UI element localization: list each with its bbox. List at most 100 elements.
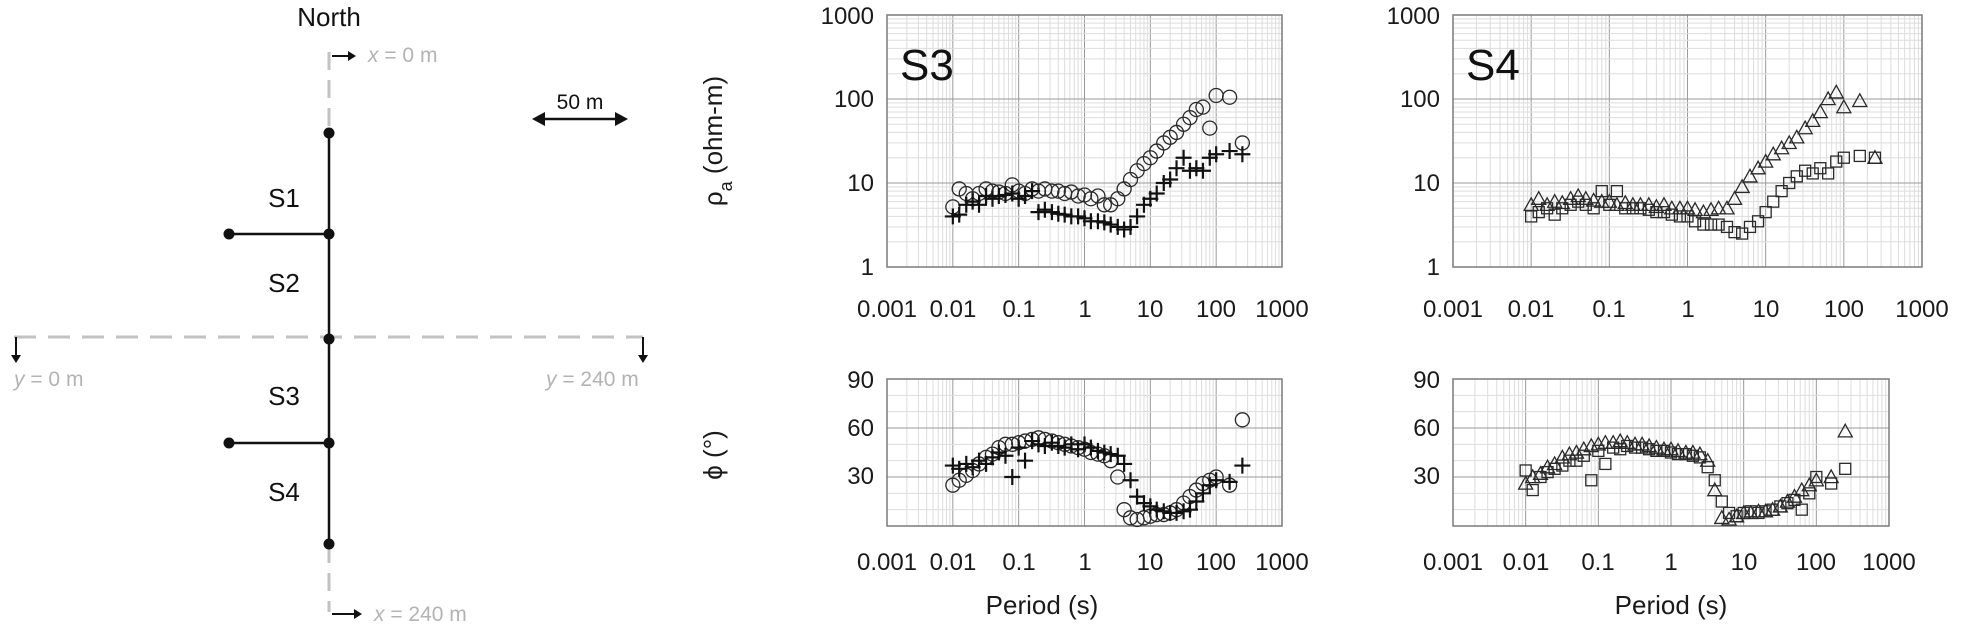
site-label-s3: S3 bbox=[268, 381, 300, 411]
y-tick-label: 1 bbox=[861, 254, 874, 281]
data-point-square bbox=[1839, 462, 1852, 475]
y-start-label: y = 0 m bbox=[12, 368, 83, 391]
data-point-square bbox=[1744, 505, 1757, 518]
y-start-arrow bbox=[11, 337, 21, 363]
data-point-triangle bbox=[1655, 196, 1673, 212]
data-point-triangle bbox=[1757, 153, 1774, 168]
x-tick-label: 10 bbox=[1137, 549, 1164, 576]
data-point-triangle bbox=[1530, 190, 1547, 205]
data-point-triangle bbox=[1691, 445, 1709, 461]
x-tick-label: 10 bbox=[1731, 549, 1758, 576]
data-point-circle bbox=[1096, 197, 1112, 213]
y-tick-label: 90 bbox=[847, 367, 874, 394]
y-end-label: y = 240 m bbox=[544, 368, 639, 391]
data-point-triangle bbox=[1679, 199, 1696, 215]
x-tick-label: 1 bbox=[1078, 296, 1091, 323]
data-point-square bbox=[1548, 208, 1561, 221]
data-point-square bbox=[1564, 198, 1577, 211]
data-point-triangle bbox=[1797, 119, 1814, 135]
data-point-triangle bbox=[1734, 178, 1751, 194]
y-tick-label: 1000 bbox=[821, 3, 874, 30]
data-point-square bbox=[1587, 202, 1600, 215]
panel-s4-phase-frame bbox=[1452, 378, 1890, 527]
data-point-square bbox=[1607, 441, 1620, 454]
data-point-triangle bbox=[1851, 92, 1868, 108]
data-point-plus bbox=[1129, 488, 1146, 505]
y-tick-label: 10 bbox=[1413, 170, 1440, 197]
data-point-triangle bbox=[1801, 476, 1818, 492]
site-label-s2: S2 bbox=[268, 268, 300, 298]
electrode-node bbox=[323, 333, 335, 345]
x-tick-label: 10 bbox=[1753, 296, 1780, 323]
data-point-square bbox=[1603, 198, 1616, 211]
data-point-square bbox=[1825, 477, 1838, 490]
x-tick-label: 0.01 bbox=[930, 296, 977, 323]
data-point-triangle bbox=[1812, 103, 1829, 119]
data-point-plus bbox=[1102, 446, 1119, 463]
data-point-triangle bbox=[1823, 468, 1840, 484]
data-point-plus bbox=[997, 447, 1014, 464]
y-tick-label: 1000 bbox=[1387, 3, 1440, 30]
x-tick-labels-s4-rho: 0.001 0.01 0.1 1 10 100 1000 bbox=[1423, 296, 1949, 323]
panel-s3-rho: S3 1 10 100 1000 0.001 0.01 0.1 1 10 100… bbox=[698, 3, 1309, 323]
data-point-triangle bbox=[1781, 134, 1798, 150]
panel-s3-phase-frame bbox=[886, 378, 1283, 527]
data-point-plus bbox=[971, 196, 988, 213]
data-point-triangle bbox=[1570, 187, 1587, 203]
data-point-square bbox=[1673, 210, 1687, 223]
x-tick-labels-s3-rho: 0.001 0.01 0.1 1 10 100 1000 bbox=[857, 296, 1309, 323]
data-point-plus bbox=[1010, 439, 1027, 456]
data-point-triangle bbox=[1808, 471, 1825, 487]
data-point-plus bbox=[1208, 472, 1225, 489]
data-point-square bbox=[1821, 167, 1835, 180]
panel-s3-rho-grid bbox=[887, 15, 1282, 267]
x-tick-label: 1 bbox=[1078, 549, 1091, 576]
data-point-triangle bbox=[1575, 440, 1592, 456]
data-point-square bbox=[1774, 500, 1787, 513]
x-start-arrow bbox=[332, 51, 356, 61]
data-point-triangle bbox=[1561, 445, 1578, 461]
x-tick-label: 1000 bbox=[1862, 549, 1915, 576]
data-point-square bbox=[1650, 444, 1663, 458]
data-point-square bbox=[1650, 205, 1663, 219]
data-point-triangle bbox=[1713, 509, 1730, 525]
panel-s3-phase-grid bbox=[887, 379, 1282, 526]
data-point-square bbox=[1621, 439, 1634, 453]
data-point-square bbox=[1556, 202, 1569, 215]
data-point-circle bbox=[1110, 469, 1126, 485]
data-point-triangle bbox=[1828, 84, 1845, 99]
panel-s4-phase: 30 60 90 0.001 0.01 0.1 1 10 100 1000 Pe… bbox=[1413, 367, 1915, 620]
data-point-square bbox=[1722, 506, 1736, 520]
data-point-square bbox=[1752, 506, 1765, 520]
data-point-square bbox=[1810, 470, 1823, 484]
electrode-node bbox=[323, 127, 335, 139]
data-point-square bbox=[1614, 443, 1627, 456]
data-point-plus bbox=[1148, 501, 1165, 518]
data-point-plus bbox=[1181, 501, 1198, 518]
x-tick-label: 100 bbox=[1796, 549, 1836, 576]
panel-s3-phase-points bbox=[944, 412, 1251, 528]
panel-s3-rho-points bbox=[944, 87, 1251, 238]
data-point-square bbox=[1585, 474, 1598, 487]
data-point-square bbox=[1799, 164, 1812, 177]
data-point-square bbox=[1628, 441, 1642, 454]
data-point-plus bbox=[1082, 439, 1099, 456]
data-point-triangle bbox=[1793, 481, 1810, 497]
x-tick-label: 0.01 bbox=[930, 549, 977, 576]
data-point-square bbox=[1671, 447, 1685, 461]
data-point-square bbox=[1679, 447, 1692, 461]
data-point-triangle bbox=[1554, 449, 1571, 464]
data-point-square bbox=[1853, 149, 1866, 163]
data-point-plus bbox=[1116, 455, 1133, 472]
data-point-square bbox=[1579, 198, 1592, 211]
data-point-square bbox=[1693, 451, 1707, 464]
data-point-square bbox=[1868, 151, 1882, 164]
data-point-plus bbox=[1056, 439, 1073, 456]
x-axis-title-s4: Period (s) bbox=[1615, 590, 1728, 620]
data-point-circle bbox=[1188, 101, 1204, 118]
data-point-plus bbox=[1036, 201, 1053, 218]
data-point-square bbox=[1572, 195, 1585, 208]
data-point-plus bbox=[1004, 469, 1021, 485]
data-point-square bbox=[1664, 446, 1678, 459]
